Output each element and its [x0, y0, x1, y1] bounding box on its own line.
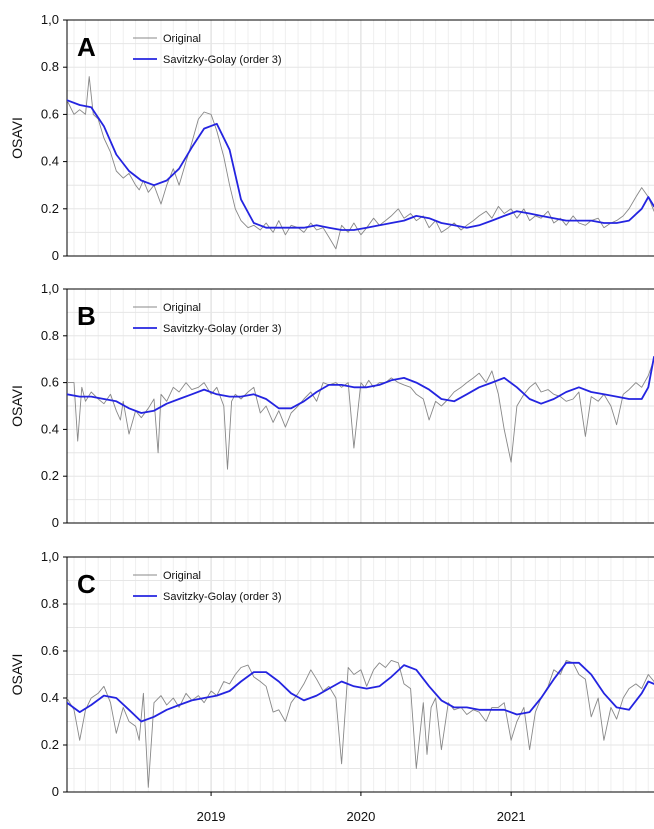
plot-area: [67, 659, 654, 788]
y-tick-label: 0.2: [41, 201, 59, 216]
x-tick-label: 2021: [497, 809, 526, 824]
legend-label: Original: [163, 570, 201, 582]
x-tick-label: 2019: [197, 809, 226, 824]
y-axis-label: OSAVI: [9, 385, 25, 427]
panel-label: B: [77, 301, 96, 331]
panel-label: A: [77, 32, 96, 62]
legend-label: Savitzky-Golay (order 3): [163, 323, 282, 335]
y-tick-label: 0.2: [41, 468, 59, 483]
savitzky-golay-series-line: [67, 99, 654, 231]
legend: Original Savitzky-Golay (order 3): [133, 302, 282, 335]
y-tick-label: 1,0: [41, 12, 59, 27]
y-tick-label: 0.6: [41, 106, 59, 121]
y-axis-label: OSAVI: [9, 117, 25, 159]
y-tick-label: 0.8: [41, 596, 59, 611]
y-tick-label: 0.2: [41, 737, 59, 752]
legend-label: Original: [163, 33, 201, 45]
gridlines: [67, 556, 654, 792]
y-tick-label: 0.4: [41, 154, 59, 169]
legend-label: Original: [163, 302, 201, 314]
y-tick-label: 0.4: [41, 421, 59, 436]
y-tick-label: 1,0: [41, 281, 59, 296]
gridlines: [67, 288, 654, 523]
plot-area: [67, 355, 654, 470]
y-tick-label: 1,0: [41, 549, 59, 564]
savitzky-golay-series-line: [67, 661, 654, 723]
y-tick-label: 0.6: [41, 643, 59, 658]
legend: Original Savitzky-Golay (order 3): [133, 570, 282, 603]
savitzky-golay-series-line: [67, 355, 654, 414]
y-tick-label: 0.6: [41, 375, 59, 390]
y-tick-label: 0.8: [41, 328, 59, 343]
panel-a: 0 0.2 0.4 0.6 0.8 1,0 OSAVI A Original Savitzky-G…: [9, 12, 654, 263]
original-series-line: [67, 358, 654, 470]
y-tick-label: 0: [52, 248, 59, 263]
legend-label: Savitzky-Golay (order 3): [163, 54, 282, 66]
y-tick-label: 0: [52, 784, 59, 799]
y-axis-label: OSAVI: [9, 654, 25, 696]
legend: Original Savitzky-Golay (order 3): [133, 33, 282, 66]
y-tick-label: 0.4: [41, 690, 59, 705]
original-series-line: [67, 659, 654, 788]
y-tick-label: 0: [52, 515, 59, 530]
legend-label: Savitzky-Golay (order 3): [163, 591, 282, 603]
panel-b: 0 0.2 0.4 0.6 0.8 1,0 OSAVI B Original Savitzky-G…: [9, 281, 654, 530]
panel-label: C: [77, 569, 96, 599]
plot-area: [67, 76, 654, 250]
y-tick-label: 0.8: [41, 59, 59, 74]
panel-c: 0 0.2 0.4 0.6 0.8 1,0 OSAVI C Original Savitzky-G…: [9, 549, 654, 824]
x-tick-label: 2020: [346, 809, 375, 824]
